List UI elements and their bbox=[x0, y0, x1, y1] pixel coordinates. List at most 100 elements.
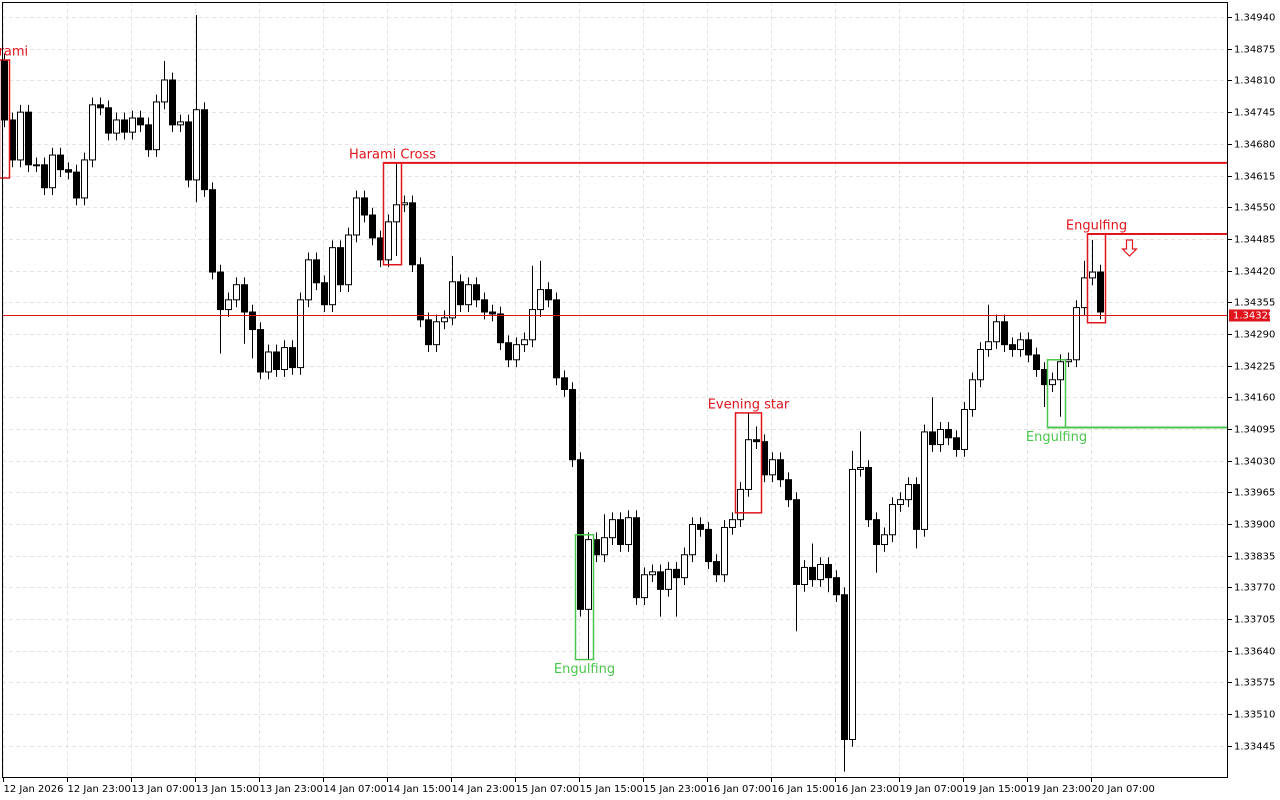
candle-body bbox=[265, 351, 272, 373]
candle-body bbox=[961, 408, 968, 450]
x-tick-label: 16 Jan 23:00 bbox=[836, 784, 899, 795]
candle-body bbox=[489, 311, 496, 315]
candle-body bbox=[201, 109, 208, 191]
candle-body bbox=[73, 171, 80, 199]
candle-body bbox=[441, 317, 448, 323]
candle-body bbox=[617, 519, 624, 546]
candle-body bbox=[25, 111, 32, 166]
x-tick-label: 15 Jan 15:00 bbox=[580, 784, 643, 795]
candle-body bbox=[257, 329, 264, 373]
candle-body bbox=[841, 594, 848, 740]
candle-body bbox=[17, 111, 24, 161]
x-tick-label: 13 Jan 15:00 bbox=[196, 784, 259, 795]
candle-body bbox=[689, 524, 696, 556]
candle-body bbox=[601, 537, 608, 556]
candle-body bbox=[425, 319, 432, 346]
candle-body bbox=[209, 189, 216, 273]
y-tick-label: 1.34615 bbox=[1234, 172, 1275, 183]
candle-body bbox=[369, 214, 376, 239]
candle-body bbox=[449, 281, 456, 319]
candle-body bbox=[377, 237, 384, 261]
candle-body bbox=[289, 347, 296, 369]
candle-body bbox=[793, 499, 800, 585]
y-tick-label: 1.33705 bbox=[1234, 615, 1275, 626]
y-tick-label: 1.34355 bbox=[1234, 298, 1275, 309]
candle-body bbox=[1081, 277, 1088, 309]
candle-body bbox=[193, 109, 200, 181]
candle-body bbox=[417, 264, 424, 321]
candle-body bbox=[553, 299, 560, 379]
pattern-box bbox=[734, 412, 763, 514]
candle-body bbox=[801, 566, 808, 585]
candle-body bbox=[385, 221, 392, 261]
y-tick-label: 1.34940 bbox=[1234, 13, 1275, 24]
candle-body bbox=[497, 313, 504, 344]
candle-body bbox=[329, 247, 336, 306]
candle-body bbox=[913, 484, 920, 530]
candle-body bbox=[97, 104, 104, 109]
candle-body bbox=[833, 577, 840, 596]
x-tick-label: 15 Jan 23:00 bbox=[644, 784, 707, 795]
candle-body bbox=[825, 564, 832, 579]
y-tick-label: 1.34290 bbox=[1234, 330, 1275, 341]
candle-body bbox=[561, 377, 568, 391]
candle-body bbox=[161, 79, 168, 103]
candle-body bbox=[521, 339, 528, 346]
candle-body bbox=[297, 299, 304, 369]
pattern-label: Evening star bbox=[708, 397, 790, 412]
candle-body bbox=[545, 289, 552, 301]
y-tick-label: 1.33835 bbox=[1234, 552, 1275, 563]
candle-body bbox=[1057, 361, 1064, 381]
candle-body bbox=[681, 554, 688, 579]
candle-body bbox=[305, 259, 312, 301]
y-tick-label: 1.34875 bbox=[1234, 45, 1275, 56]
candle-body bbox=[937, 428, 944, 446]
x-tick-label: 16 Jan 07:00 bbox=[708, 784, 771, 795]
candle-body bbox=[281, 347, 288, 371]
candle-body bbox=[1065, 359, 1072, 363]
last-price-tag bbox=[1229, 309, 1270, 322]
candle-body bbox=[777, 459, 784, 481]
candle-body bbox=[169, 79, 176, 126]
x-tick-label: 19 Jan 07:00 bbox=[900, 784, 963, 795]
candle-body bbox=[225, 299, 232, 311]
candle-body bbox=[537, 289, 544, 311]
y-tick-label: 1.34745 bbox=[1234, 108, 1275, 119]
y-tick-label: 1.33770 bbox=[1234, 583, 1275, 594]
candle-body bbox=[505, 342, 512, 361]
candle-body bbox=[761, 441, 768, 476]
candle-body bbox=[473, 284, 480, 301]
x-tick-label: 19 Jan 23:00 bbox=[1028, 784, 1091, 795]
candle-body bbox=[905, 484, 912, 501]
y-tick-label: 1.33965 bbox=[1234, 488, 1275, 499]
y-tick-label: 1.34225 bbox=[1234, 362, 1275, 373]
candle-body bbox=[41, 164, 48, 189]
candle-body bbox=[409, 202, 416, 266]
candle-body bbox=[881, 534, 888, 546]
candle-body bbox=[249, 311, 256, 331]
candle-body bbox=[1041, 369, 1048, 386]
candle-body bbox=[649, 571, 656, 576]
candle-body bbox=[121, 119, 128, 133]
candle-body bbox=[657, 571, 664, 590]
pattern-label: Engulfing bbox=[554, 662, 615, 677]
candle-body bbox=[337, 247, 344, 286]
candle-body bbox=[753, 439, 760, 443]
candle-body bbox=[585, 539, 592, 610]
candle-body bbox=[401, 202, 408, 206]
candle-body bbox=[1033, 354, 1040, 371]
x-tick-label: 12 Jan 23:00 bbox=[68, 784, 131, 795]
y-tick-label: 1.33640 bbox=[1234, 647, 1275, 658]
candle-body bbox=[233, 284, 240, 301]
candle-body bbox=[1073, 307, 1080, 361]
candle-body bbox=[721, 526, 728, 576]
candle-body bbox=[457, 281, 464, 306]
candle-body bbox=[609, 519, 616, 539]
candle-body bbox=[177, 121, 184, 126]
candle-body bbox=[1097, 271, 1104, 313]
y-tick-label: 1.34160 bbox=[1234, 393, 1275, 404]
candle-body bbox=[393, 204, 400, 223]
candle-body bbox=[1009, 344, 1016, 351]
candle-body bbox=[321, 282, 328, 306]
candle-body bbox=[185, 121, 192, 181]
